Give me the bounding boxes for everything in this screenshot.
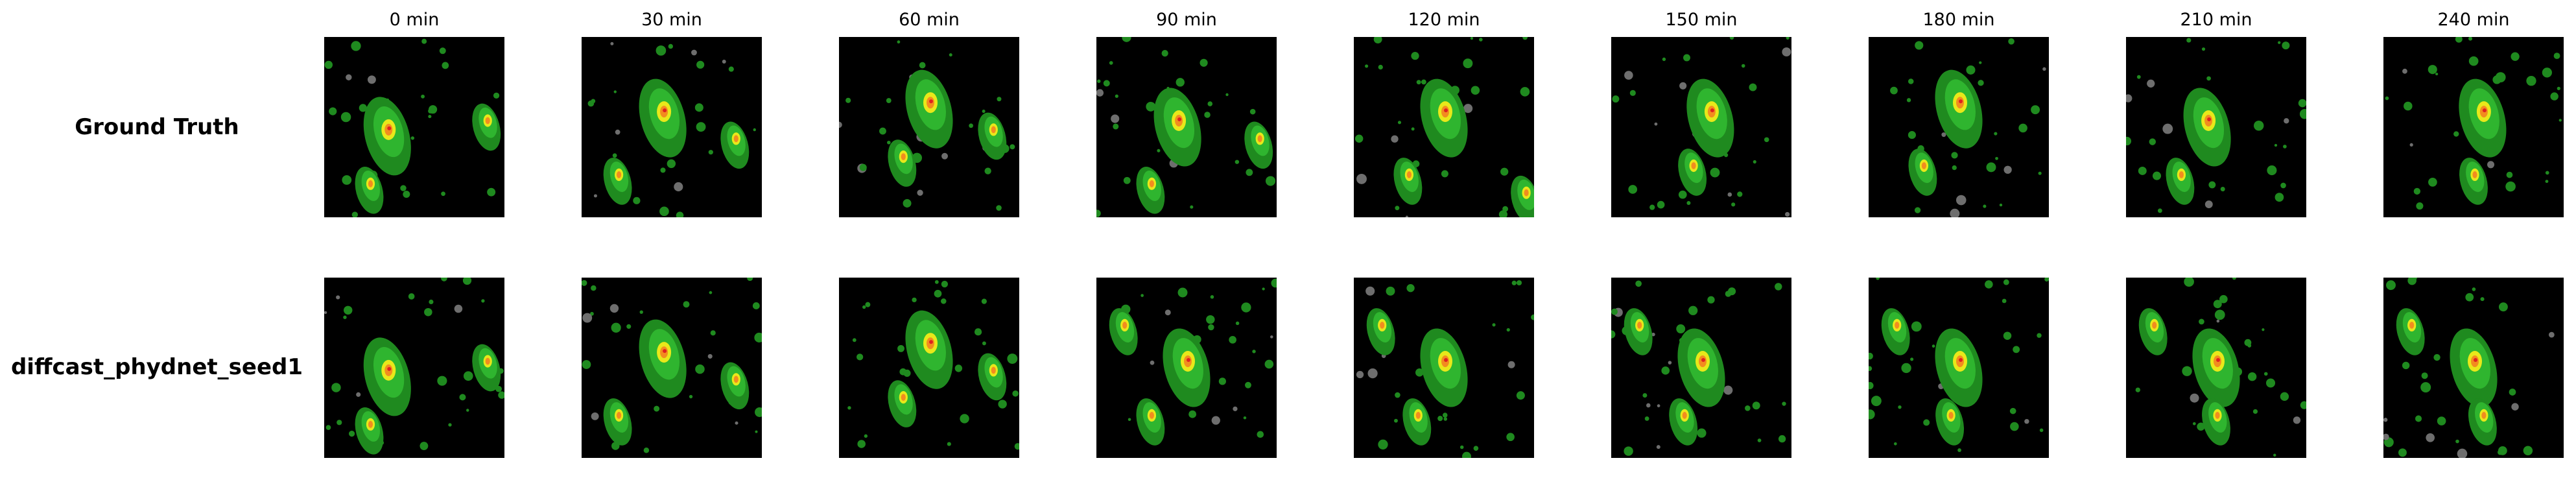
radar-image <box>1869 278 2049 452</box>
radar-image <box>2385 37 2562 210</box>
radar-panel-r0-c0 <box>324 37 504 217</box>
radar-image <box>324 38 501 217</box>
column-title-4: 120 min <box>1408 10 1480 30</box>
radar-image <box>1611 280 1786 456</box>
radar-panel-r1-c3 <box>1096 278 1277 458</box>
column-title-2: 60 min <box>899 10 960 30</box>
radar-panel-r0-c8 <box>2383 37 2564 217</box>
radar-image <box>847 280 1019 450</box>
column-title-1: 30 min <box>641 10 702 30</box>
radar-image <box>839 40 1015 211</box>
radar-panel-r0-c3 <box>1096 37 1277 217</box>
radar-image <box>1890 38 2046 217</box>
radar-panel-r0-c5 <box>1611 37 1791 217</box>
radar-image <box>324 278 504 455</box>
radar-panel-r0-c4 <box>1354 37 1534 217</box>
column-title-8: 240 min <box>2437 10 2510 30</box>
radar-panel-r1-c5 <box>1611 278 1791 458</box>
radar-panel-r1-c4 <box>1354 278 1534 458</box>
radar-panel-r1-c8 <box>2383 278 2564 458</box>
radar-panel-r0-c2 <box>839 37 1019 217</box>
radar-panel-r1-c1 <box>582 278 762 458</box>
radar-image <box>2383 278 2555 458</box>
row-label-model: diffcast_phydnet_seed1 <box>10 354 303 380</box>
radar-image <box>1109 278 1277 446</box>
row-label-ground-truth: Ground Truth <box>75 114 239 140</box>
column-title-5: 150 min <box>1665 10 1738 30</box>
column-title-7: 210 min <box>2180 10 2252 30</box>
radar-panel-r1-c0 <box>324 278 504 458</box>
radar-image <box>1096 37 1276 217</box>
column-title-6: 180 min <box>1922 10 1995 30</box>
radar-image <box>582 278 762 453</box>
radar-image <box>587 42 756 217</box>
radar-panel-r0-c1 <box>582 37 762 217</box>
radar-panel-r1-c2 <box>839 278 1019 458</box>
column-title-3: 90 min <box>1156 10 1217 30</box>
radar-panel-r1-c7 <box>2126 278 2306 458</box>
radar-image <box>2135 278 2306 457</box>
radar-panel-r1-c6 <box>1869 278 2049 458</box>
radar-image <box>1354 37 1534 217</box>
column-title-0: 0 min <box>389 10 440 30</box>
radar-panel-r0-c7 <box>2126 37 2306 217</box>
radar-image <box>1356 280 1534 458</box>
radar-image <box>1612 37 1791 217</box>
radar-image <box>2126 38 2306 213</box>
radar-panel-r0-c6 <box>1869 37 2049 217</box>
